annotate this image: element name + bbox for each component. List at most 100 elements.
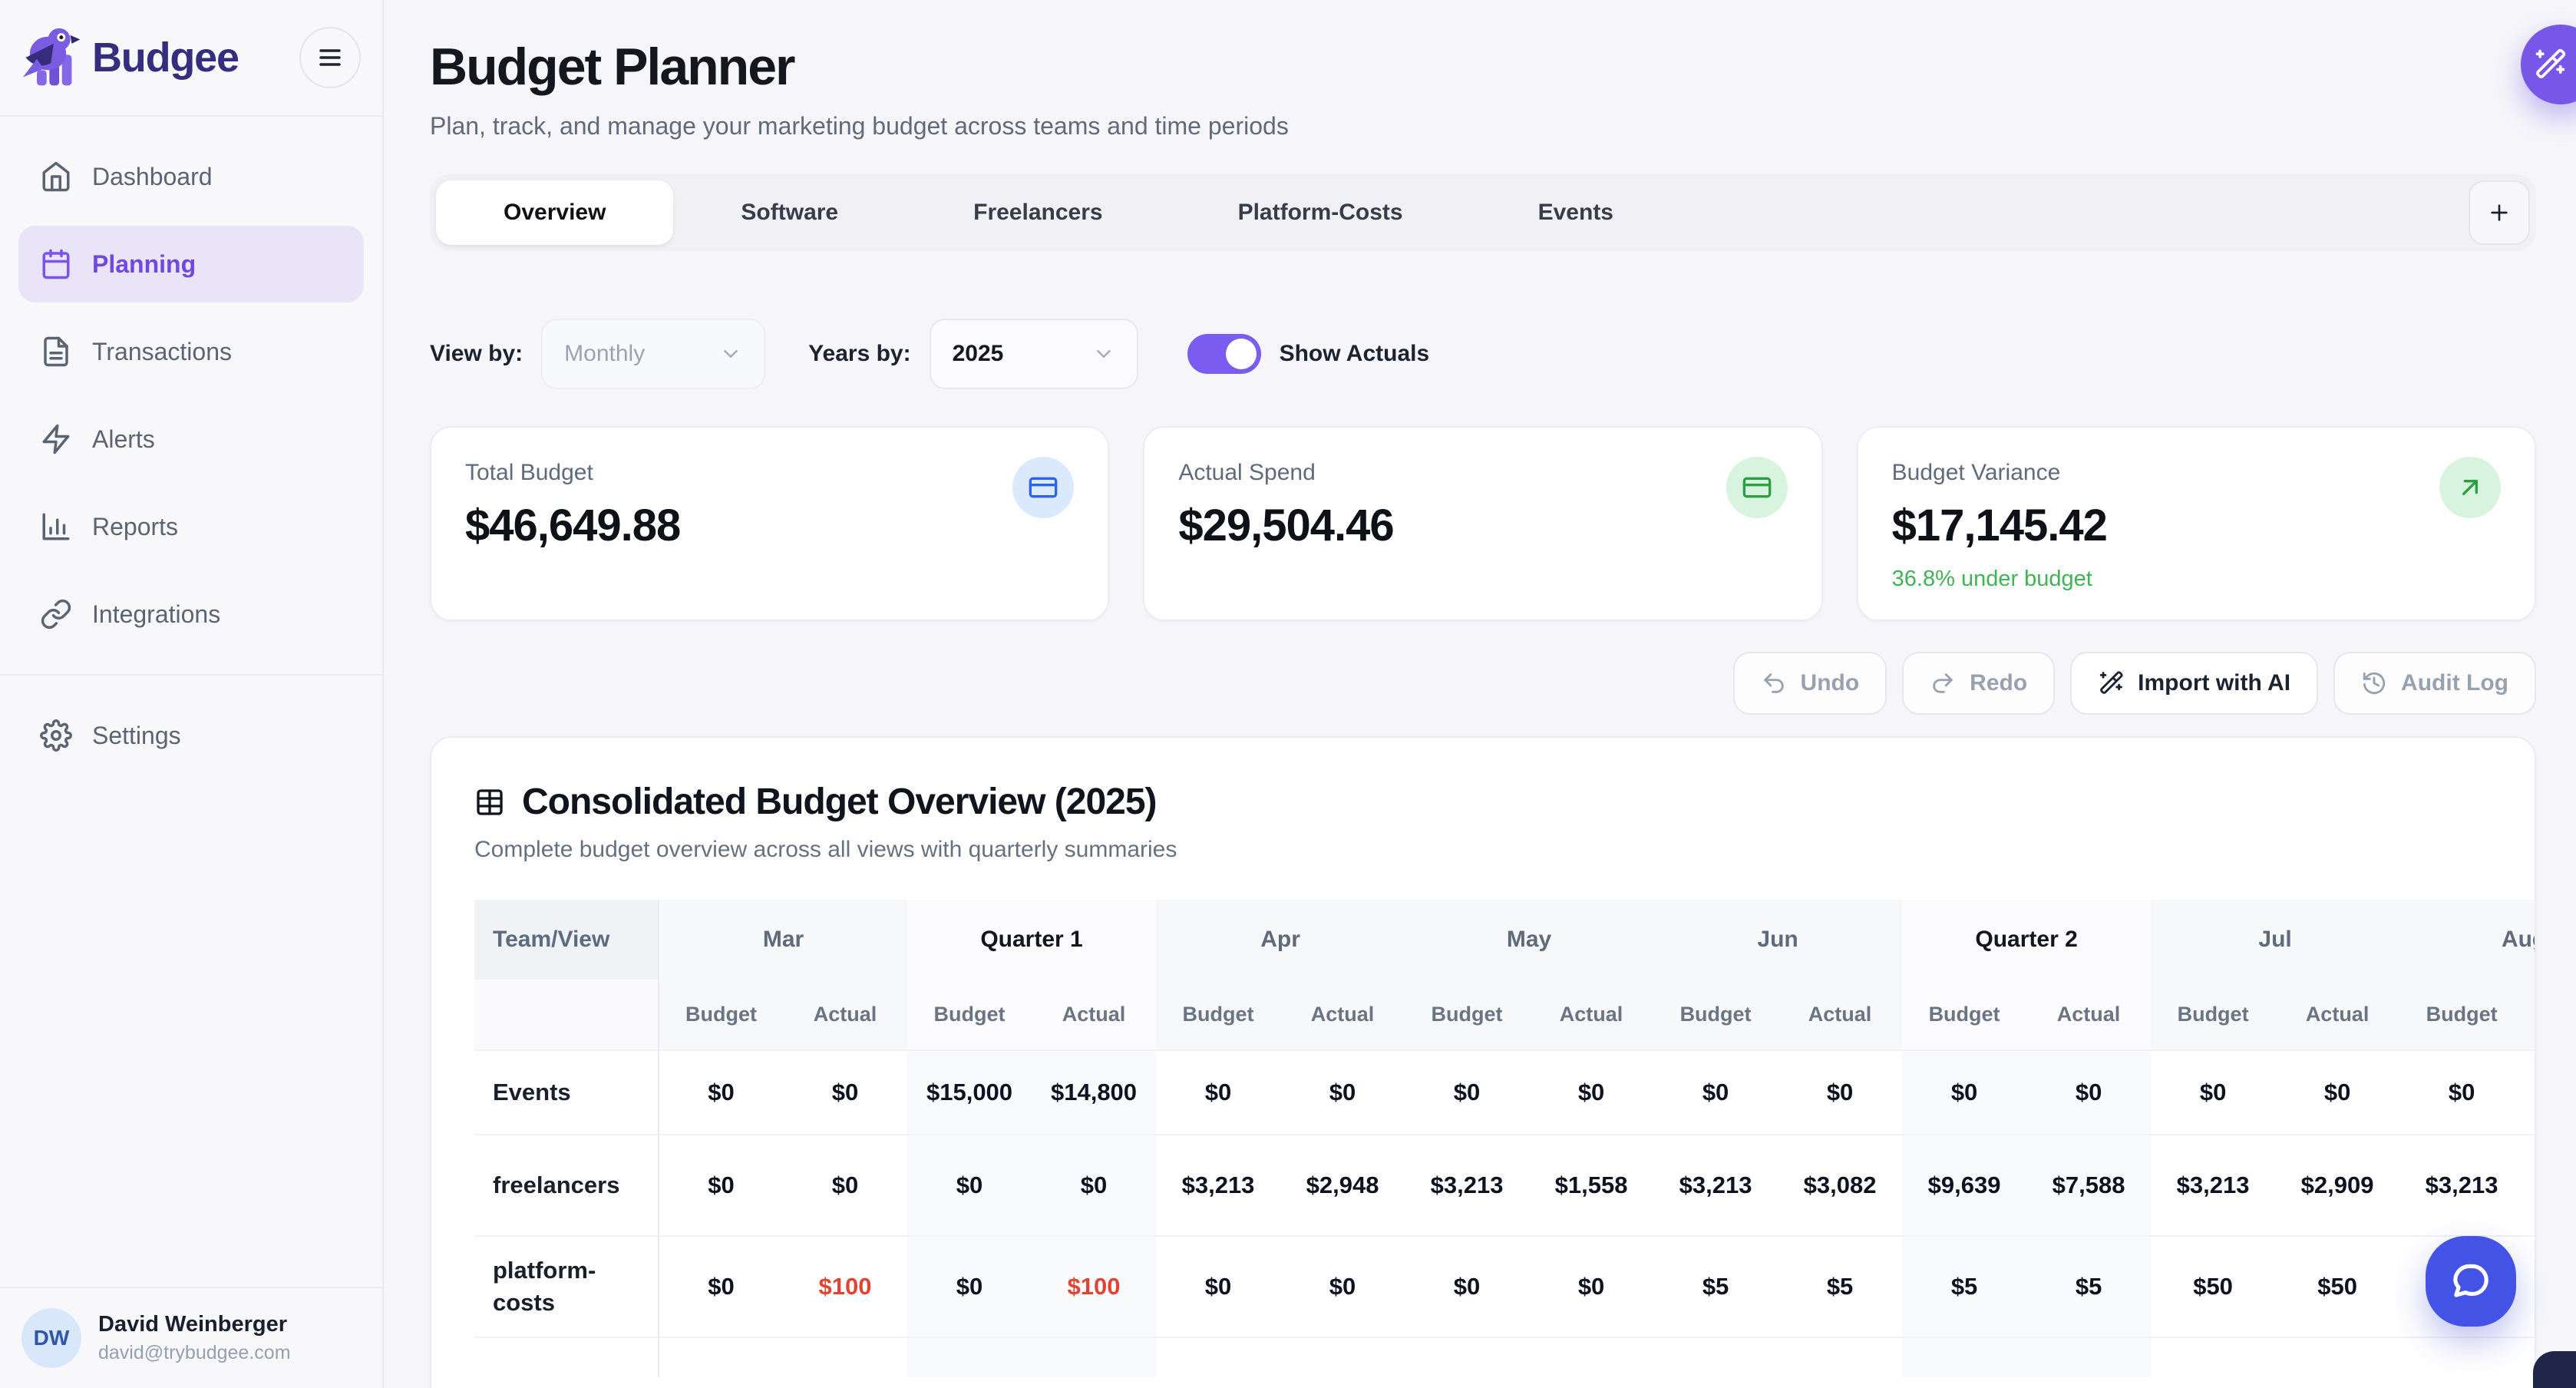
chat-launcher-button[interactable] (2426, 1236, 2516, 1327)
add-tab-button[interactable] (2469, 180, 2530, 245)
cell[interactable]: $3,213 (2176, 1172, 2250, 1198)
calendar-icon (42, 249, 70, 279)
sidebar-item-integrations[interactable]: Integrations (18, 576, 364, 653)
sidebar-item-alerts[interactable]: Alerts (18, 401, 364, 478)
history-icon (2363, 672, 2386, 695)
show-actuals-toggle[interactable] (1187, 334, 1261, 374)
cell[interactable]: $0 (1577, 1079, 1605, 1105)
sidebar-item-label: Planning (92, 250, 197, 278)
cell[interactable]: $14,800 (1032, 1050, 1157, 1135)
tab-overview[interactable]: Overview (436, 180, 674, 245)
undo-button[interactable]: Undo (1732, 652, 1887, 715)
credit-card-icon (1742, 477, 1771, 498)
import-with-ai-button[interactable]: Import with AI (2070, 652, 2319, 715)
cell[interactable]: $0 (907, 1135, 1032, 1236)
cell[interactable]: $100 (818, 1273, 872, 1300)
page-title: Budget Planner (430, 38, 796, 96)
table-row-platform-costs: platform-costs $0 $100 $0 $100 $0 $0 $0 $0 $5 $5 $5… (474, 1236, 2535, 1337)
user-info: David Weinberger david@trybudgee.com (98, 1312, 291, 1364)
sidebar-item-settings[interactable]: Settings (18, 697, 364, 774)
cell[interactable]: $1,558 (1554, 1172, 1628, 1198)
arrow-up-right-icon (2462, 480, 2478, 495)
cell[interactable]: $0 (831, 1079, 859, 1105)
sidebar-divider (0, 674, 382, 676)
menu-button[interactable] (299, 27, 361, 88)
cell[interactable]: $3,213 (1430, 1172, 1504, 1198)
cell[interactable]: $0 (2026, 1050, 2152, 1135)
cell[interactable]: $0 (708, 1079, 735, 1105)
cell[interactable]: $0 (831, 1172, 859, 1198)
budgee-logo[interactable]: Budgee (18, 27, 239, 88)
cell[interactable]: $5 (1902, 1236, 2027, 1337)
subheader-apr-actual: Actual (1280, 980, 1405, 1050)
cell[interactable]: $15,000 (907, 1050, 1032, 1135)
cell[interactable]: $50 (2317, 1273, 2357, 1300)
cell[interactable]: $9,639 (1902, 1135, 2027, 1236)
toggle-knob (1225, 339, 1257, 369)
cell[interactable] (2524, 1135, 2535, 1236)
cell[interactable]: $3,213 (1181, 1172, 1255, 1198)
sidebar-item-transactions[interactable]: Transactions (18, 313, 364, 390)
page-subtitle: Plan, track, and manage your marketing b… (430, 112, 1289, 140)
cell[interactable] (2524, 1236, 2535, 1337)
cell[interactable]: $0 (1826, 1079, 1854, 1105)
cell[interactable]: $0 (907, 1236, 1032, 1337)
table-title: Consolidated Budget Overview (2025) (522, 782, 1158, 822)
cell[interactable]: $50 (2193, 1273, 2233, 1300)
file-text-icon (44, 336, 68, 367)
cell[interactable]: $0 (2448, 1079, 2475, 1105)
cell[interactable]: $5 (1702, 1273, 1729, 1300)
month-header-quarter-1: Quarter 1 (907, 900, 1157, 980)
gear-icon (40, 719, 72, 752)
cell[interactable]: $0 (1329, 1273, 1356, 1300)
cell[interactable]: $0 (2323, 1079, 2351, 1105)
button-label: Audit Log (2401, 670, 2508, 696)
subheader-jul-budget: Budget (2151, 980, 2276, 1050)
tab-platform-costs[interactable]: Platform-Costs (1171, 180, 1471, 245)
cell[interactable]: $0 (708, 1273, 735, 1300)
cell[interactable]: $2,948 (1306, 1172, 1379, 1198)
cell[interactable]: $0 (1453, 1079, 1481, 1105)
cell[interactable]: $0 (2199, 1079, 2227, 1105)
card-budget-variance: Budget Variance $17,145.42 36.8% under b… (1856, 426, 2536, 621)
cell[interactable]: $3,213 (1679, 1172, 1752, 1198)
cell[interactable]: $5 (2026, 1236, 2152, 1337)
card-label: Total Budget (465, 460, 593, 485)
button-label: Import with AI (2138, 670, 2291, 696)
cell[interactable]: $0 (708, 1172, 735, 1198)
redo-button[interactable]: Redo (1902, 652, 2056, 715)
cell[interactable]: $3,082 (1803, 1172, 1877, 1198)
cell[interactable]: $0 (1204, 1079, 1232, 1105)
tab-freelancers[interactable]: Freelancers (906, 180, 1170, 245)
corner-widget (2533, 1351, 2576, 1388)
cell[interactable] (2524, 1050, 2535, 1135)
sidebar-item-planning[interactable]: Planning (18, 226, 364, 302)
cell[interactable]: $0 (1577, 1273, 1605, 1300)
cell[interactable]: $7,588 (2026, 1135, 2152, 1236)
card-actual-spend: Actual Spend $29,504.46 (1143, 426, 1823, 621)
cell[interactable]: $0 (1032, 1135, 1157, 1236)
tab-software[interactable]: Software (673, 180, 906, 245)
cell[interactable]: $5 (1826, 1273, 1854, 1300)
cell[interactable]: $2,909 (2300, 1172, 2374, 1198)
redo-icon (1933, 673, 1953, 693)
link-icon (41, 599, 71, 630)
years-by-select[interactable]: 2025 (929, 319, 1138, 389)
cell[interactable]: $100 (1032, 1236, 1157, 1337)
cell[interactable]: $0 (1204, 1273, 1232, 1300)
view-by-select[interactable]: Monthly (541, 319, 766, 389)
cell[interactable]: $3,213 (2425, 1172, 2498, 1198)
card-icon-circle (2439, 457, 2501, 518)
cell[interactable]: $0 (1902, 1050, 2027, 1135)
hamburger-icon (319, 49, 341, 66)
cell[interactable]: $0 (1329, 1079, 1356, 1105)
month-header-quarter-2: Quarter 2 (1902, 900, 2152, 980)
user-profile[interactable]: DW David Weinberger david@trybudgee.com (0, 1287, 382, 1388)
cell[interactable]: $0 (1702, 1079, 1729, 1105)
audit-log-button[interactable]: Audit Log (2333, 652, 2536, 715)
sidebar-item-dashboard[interactable]: Dashboard (18, 138, 364, 215)
tab-events[interactable]: Events (1471, 180, 1681, 245)
sidebar-item-reports[interactable]: Reports (18, 488, 364, 565)
cell[interactable]: $0 (1453, 1273, 1481, 1300)
